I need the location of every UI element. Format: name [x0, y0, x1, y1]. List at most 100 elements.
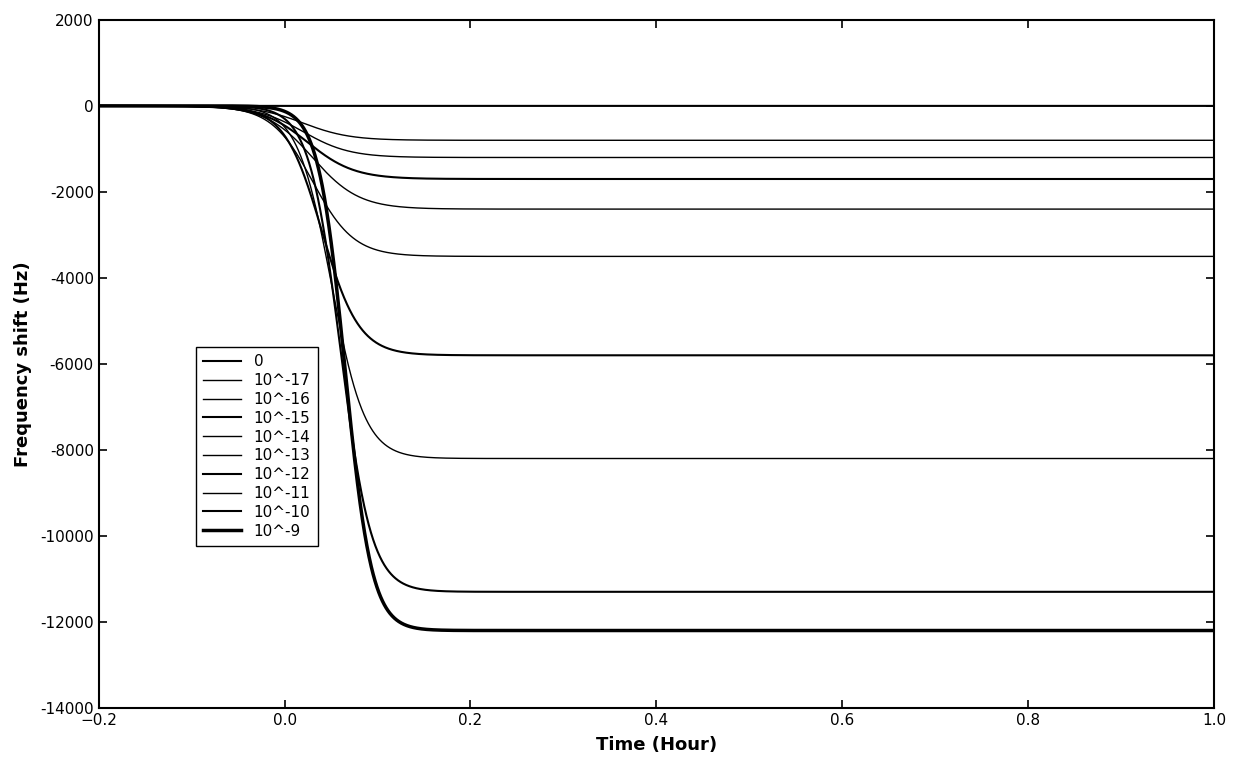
10^-11: [945, 454, 960, 463]
10^-14: [1159, 204, 1174, 214]
10^-10: [285, 122, 300, 131]
Legend: 0, 10^-17, 10^-16, 10^-15, 10^-14, 10^-13, 10^-12, 10^-11, 10^-10, 10^-9: 0, 10^-17, 10^-16, 10^-15, 10^-14, 10^-1…: [196, 346, 319, 546]
10^-16: [1185, 153, 1200, 162]
10^-16: [218, 103, 233, 112]
10^-14: [520, 204, 534, 214]
10^-16: [1065, 153, 1080, 162]
10^-17: [1149, 136, 1164, 145]
0: [1184, 101, 1199, 111]
10^-13: [520, 252, 534, 261]
Line: 10^-9: 10^-9: [99, 106, 1214, 631]
10^-9: [568, 626, 583, 635]
10^-13: [1185, 252, 1200, 261]
10^-16: [520, 153, 534, 162]
0: [285, 101, 300, 111]
Y-axis label: Frequency shift (Hz): Frequency shift (Hz): [14, 261, 32, 467]
Line: 10^-15: 10^-15: [99, 106, 1214, 179]
10^-10: [568, 588, 583, 597]
10^-14: [1185, 204, 1200, 214]
10^-10: [92, 101, 107, 111]
10^-14: [285, 131, 300, 141]
10^-13: [568, 252, 583, 261]
10^-11: [285, 133, 300, 142]
10^-16: [92, 101, 107, 111]
0: [218, 101, 233, 111]
10^-12: [92, 101, 107, 111]
10^-12: [520, 351, 534, 360]
10^-17: [1065, 136, 1080, 145]
10^-17: [520, 136, 534, 145]
10^-15: [1154, 174, 1169, 184]
Line: 10^-11: 10^-11: [99, 106, 1214, 458]
10^-13: [285, 142, 300, 151]
10^-12: [218, 103, 233, 112]
0: [1207, 101, 1221, 111]
10^-14: [568, 204, 583, 214]
10^-9: [826, 626, 841, 635]
10^-10: [1065, 588, 1080, 597]
10^-15: [1185, 174, 1200, 184]
10^-11: [92, 101, 107, 111]
10^-17: [218, 102, 233, 111]
10^-11: [520, 454, 534, 463]
10^-13: [1207, 252, 1221, 261]
10^-15: [1065, 174, 1080, 184]
10^-13: [1064, 252, 1079, 261]
10^-15: [1207, 174, 1221, 184]
Line: 10^-12: 10^-12: [99, 106, 1214, 356]
Line: 10^-13: 10^-13: [99, 106, 1214, 257]
10^-10: [218, 101, 233, 111]
10^-12: [1185, 351, 1200, 360]
10^-17: [1185, 136, 1200, 145]
10^-15: [568, 174, 583, 184]
0: [1065, 101, 1080, 111]
10^-16: [1149, 153, 1164, 162]
10^-13: [1065, 252, 1080, 261]
10^-11: [1207, 454, 1221, 463]
0: [520, 101, 534, 111]
0: [568, 101, 583, 111]
10^-10: [901, 588, 916, 597]
10^-11: [568, 454, 583, 463]
10^-16: [568, 153, 583, 162]
10^-16: [285, 121, 300, 131]
10^-15: [520, 174, 534, 184]
10^-15: [285, 126, 300, 135]
10^-13: [92, 101, 107, 111]
10^-10: [1207, 588, 1221, 597]
10^-17: [92, 101, 107, 111]
10^-9: [1065, 626, 1080, 635]
10^-15: [218, 104, 233, 113]
Line: 10^-17: 10^-17: [99, 106, 1214, 141]
X-axis label: Time (Hour): Time (Hour): [595, 736, 717, 754]
10^-17: [1207, 136, 1221, 145]
10^-12: [1207, 351, 1221, 360]
10^-12: [1065, 351, 1080, 360]
10^-9: [520, 626, 534, 635]
10^-9: [92, 101, 107, 111]
10^-14: [1065, 204, 1080, 214]
10^-11: [218, 102, 233, 111]
10^-11: [1185, 454, 1200, 463]
10^-9: [218, 101, 233, 111]
10^-15: [92, 101, 107, 111]
10^-17: [568, 136, 583, 145]
Line: 10^-10: 10^-10: [99, 106, 1214, 592]
10^-10: [1185, 588, 1200, 597]
10^-17: [285, 114, 300, 124]
Line: 10^-16: 10^-16: [99, 106, 1214, 157]
10^-13: [218, 104, 233, 113]
10^-10: [520, 588, 534, 597]
10^-14: [218, 104, 233, 113]
10^-11: [1065, 454, 1080, 463]
0: [92, 101, 107, 111]
Line: 10^-14: 10^-14: [99, 106, 1214, 209]
10^-12: [285, 144, 300, 153]
10^-14: [92, 101, 107, 111]
10^-14: [1207, 204, 1221, 214]
10^-12: [998, 351, 1013, 360]
10^-12: [568, 351, 583, 360]
10^-9: [285, 111, 300, 120]
10^-9: [1185, 626, 1200, 635]
10^-9: [1207, 626, 1221, 635]
